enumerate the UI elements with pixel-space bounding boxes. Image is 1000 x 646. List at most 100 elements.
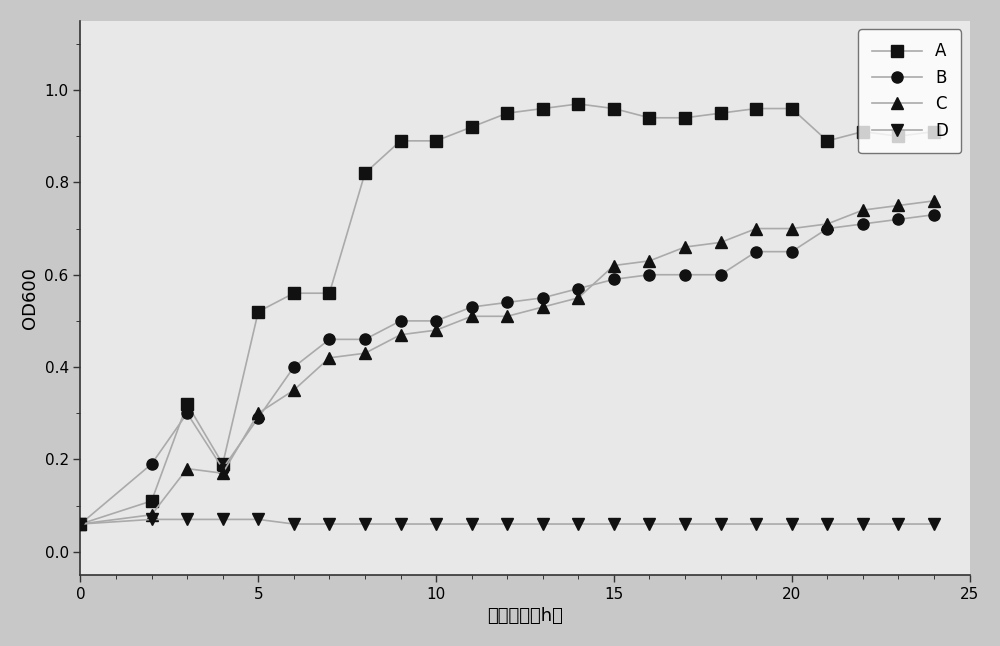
B <box>252 414 264 422</box>
D <box>217 516 229 523</box>
A <box>786 105 798 112</box>
Legend: A, B, C, D: A, B, C, D <box>858 29 961 153</box>
D <box>715 520 727 528</box>
D <box>821 520 833 528</box>
C <box>74 520 86 528</box>
A <box>146 497 158 505</box>
C <box>643 257 655 265</box>
C <box>928 197 940 205</box>
D <box>608 520 620 528</box>
A <box>715 109 727 117</box>
C <box>608 262 620 269</box>
D <box>643 520 655 528</box>
D <box>395 520 407 528</box>
B <box>715 271 727 278</box>
B <box>430 317 442 325</box>
D <box>857 520 869 528</box>
A <box>181 400 193 408</box>
D <box>750 520 762 528</box>
D <box>679 520 691 528</box>
A <box>288 289 300 297</box>
B <box>323 335 335 343</box>
B <box>643 271 655 278</box>
C <box>217 470 229 477</box>
B <box>288 363 300 371</box>
D <box>892 520 904 528</box>
D <box>181 516 193 523</box>
B <box>892 216 904 224</box>
C <box>252 410 264 417</box>
C <box>501 313 513 320</box>
B <box>857 220 869 228</box>
A <box>395 137 407 145</box>
C <box>395 331 407 339</box>
D <box>252 516 264 523</box>
C <box>750 225 762 233</box>
C <box>146 511 158 519</box>
A <box>608 105 620 112</box>
D <box>786 520 798 528</box>
B <box>501 298 513 306</box>
C <box>715 238 727 246</box>
C <box>857 206 869 214</box>
B <box>750 248 762 256</box>
B <box>572 285 584 293</box>
C <box>892 202 904 209</box>
D <box>928 520 940 528</box>
Line: D: D <box>75 514 940 530</box>
A <box>323 289 335 297</box>
D <box>323 520 335 528</box>
A <box>537 105 549 112</box>
C <box>821 220 833 228</box>
A <box>821 137 833 145</box>
A <box>750 105 762 112</box>
B <box>217 464 229 472</box>
A <box>430 137 442 145</box>
C <box>288 386 300 394</box>
D <box>537 520 549 528</box>
C <box>572 294 584 302</box>
B <box>359 335 371 343</box>
D <box>288 520 300 528</box>
B <box>821 225 833 233</box>
Line: B: B <box>75 209 940 530</box>
A <box>74 520 86 528</box>
D <box>146 516 158 523</box>
Line: C: C <box>75 195 940 530</box>
B <box>679 271 691 278</box>
C <box>537 303 549 311</box>
A <box>928 128 940 136</box>
A <box>857 128 869 136</box>
X-axis label: 处理时间（h）: 处理时间（h） <box>487 607 563 625</box>
B <box>146 460 158 468</box>
D <box>501 520 513 528</box>
B <box>395 317 407 325</box>
D <box>572 520 584 528</box>
A <box>501 109 513 117</box>
B <box>786 248 798 256</box>
A <box>679 114 691 121</box>
C <box>359 349 371 357</box>
A <box>359 169 371 177</box>
A <box>252 307 264 315</box>
A <box>572 100 584 108</box>
D <box>430 520 442 528</box>
D <box>74 520 86 528</box>
A <box>217 460 229 468</box>
B <box>928 211 940 218</box>
D <box>359 520 371 528</box>
C <box>679 243 691 251</box>
C <box>466 313 478 320</box>
C <box>181 464 193 472</box>
B <box>181 410 193 417</box>
Line: A: A <box>75 98 940 530</box>
B <box>537 294 549 302</box>
B <box>74 520 86 528</box>
C <box>786 225 798 233</box>
A <box>466 123 478 131</box>
C <box>323 354 335 362</box>
Y-axis label: OD600: OD600 <box>21 267 39 329</box>
B <box>608 275 620 283</box>
A <box>892 132 904 140</box>
D <box>466 520 478 528</box>
